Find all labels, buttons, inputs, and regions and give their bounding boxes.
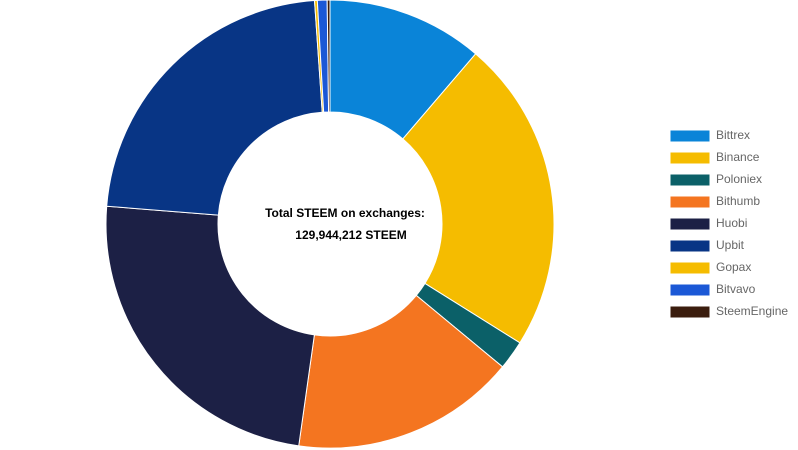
legend-label: Poloniex: [716, 172, 762, 186]
slice: [402, 53, 555, 344]
center-label: Total STEEM on exchanges:: [265, 206, 425, 220]
legend-label: SteemEngine: [716, 304, 788, 318]
legend-label: Binance: [716, 150, 760, 164]
center-total: 129,944,212 STEEM: [295, 228, 406, 242]
legend-swatch: [669, 305, 711, 319]
legend-label: Gopax: [716, 260, 751, 274]
legend-swatch: [669, 173, 711, 187]
slice: [105, 205, 315, 447]
legend-swatch: [669, 217, 711, 231]
slice: [326, 0, 331, 113]
legend-swatch: [669, 195, 711, 209]
legend-label: Upbit: [716, 238, 745, 252]
legend-swatch: [669, 261, 711, 275]
legend-swatch: [669, 239, 711, 253]
legend-label: Bitvavo: [716, 282, 756, 296]
slice: [298, 294, 504, 449]
legend-swatch: [669, 129, 711, 143]
legend-label: Huobi: [716, 216, 747, 230]
slice: [106, 0, 323, 216]
legend-swatch: [669, 151, 711, 165]
legend-label: Bithumb: [716, 194, 760, 208]
legend-swatch: [669, 283, 711, 297]
legend-label: Bittrex: [716, 128, 750, 142]
